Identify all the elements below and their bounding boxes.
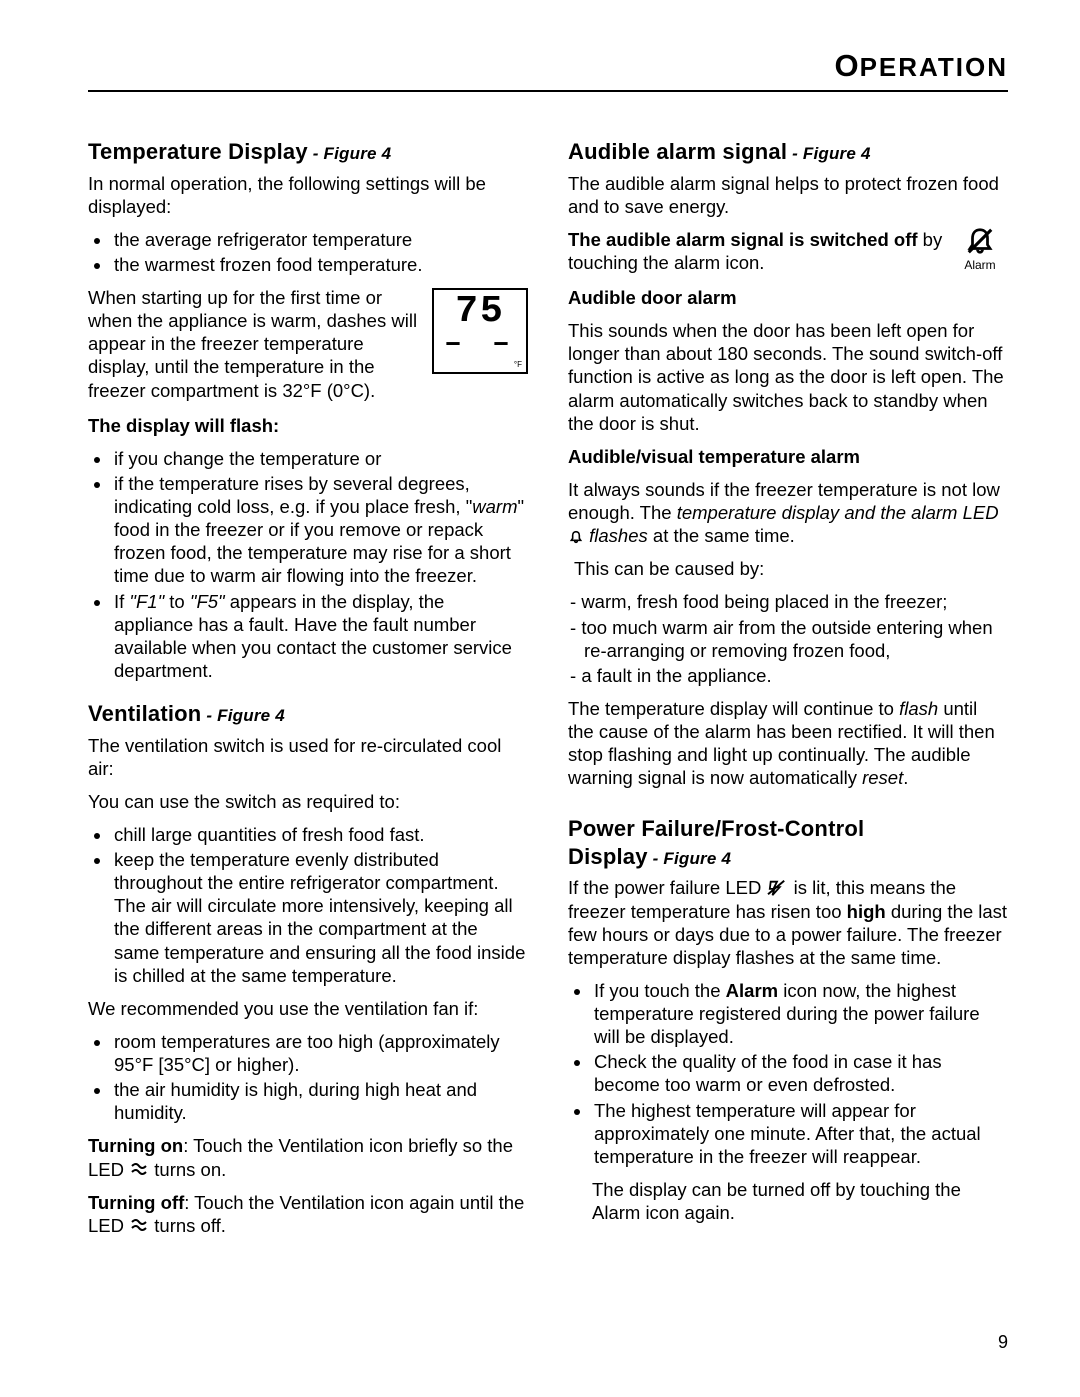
list-item: If you touch the Alarm icon now, the hig… <box>592 979 1008 1048</box>
list-item: keep the temperature evenly distributed … <box>112 848 528 987</box>
right-column: Audible alarm signal - Figure 4 The audi… <box>568 120 1008 1247</box>
temp-bullets-1: the average refrigerator temperature the… <box>88 228 528 276</box>
temp-alarm-text: It always sounds if the freezer temperat… <box>568 478 1008 547</box>
list-item: warm, fresh food being placed in the fre… <box>582 590 1008 613</box>
list-item: a fault in the appliance. <box>582 664 1008 687</box>
list-item: room temperatures are too high (approxim… <box>112 1030 528 1076</box>
header-big: O <box>834 48 859 83</box>
temp-intro: In normal operation, the following setti… <box>88 172 528 218</box>
header-rest: PERATION <box>860 52 1008 82</box>
bell-icon <box>568 525 584 546</box>
temp-alarm-heading: Audible/visual temperature alarm <box>568 445 1008 468</box>
power-tail: The display can be turned off by touchin… <box>592 1178 1008 1224</box>
list-item: chill large quantities of fresh food fas… <box>112 823 528 846</box>
heading-alarm: Audible alarm signal - Figure 4 <box>568 138 1008 166</box>
page-number: 9 <box>998 1332 1008 1353</box>
cause-intro: This can be caused by: <box>574 557 1008 580</box>
power-bullets: If you touch the Alarm icon now, the hig… <box>568 979 1008 1168</box>
list-item: the warmest frozen food temperature. <box>112 253 528 276</box>
heading-temp-display: Temperature Display - Figure 4 <box>88 138 528 166</box>
door-alarm-heading: Audible door alarm <box>568 286 1008 309</box>
fan-icon <box>129 1215 149 1236</box>
vent-bullets-2: room temperatures are too high (approxim… <box>88 1030 528 1125</box>
two-column-layout: Temperature Display - Figure 4 In normal… <box>88 120 1008 1247</box>
flash-bullets: if you change the temperature or if the … <box>88 447 528 682</box>
fan-icon <box>129 1159 149 1180</box>
vent-turn-on: Turning on: Touch the Ventilation icon b… <box>88 1134 528 1180</box>
power-p1: If the power failure LED is lit, this me… <box>568 876 1008 969</box>
list-item: the air humidity is high, during high he… <box>112 1078 528 1124</box>
left-column: Temperature Display - Figure 4 In normal… <box>88 120 528 1247</box>
lcd-bottom: – – <box>434 332 526 356</box>
alarm-bell-icon: Alarm <box>952 226 1008 273</box>
alarm-off: The audible alarm signal is switched off… <box>568 228 1008 274</box>
list-item: if the temperature rises by several degr… <box>112 472 528 588</box>
lcd-unit: °F <box>514 360 522 370</box>
heading-ventilation: Ventilation - Figure 4 <box>88 700 528 728</box>
list-item: if you change the temperature or <box>112 447 528 470</box>
vent-turn-off: Turning off: Touch the Ventilation icon … <box>88 1191 528 1237</box>
list-item: the average refrigerator temperature <box>112 228 528 251</box>
page-header: OPERATION <box>88 48 1008 92</box>
heading-power-failure: Power Failure/Frost-Control Display - Fi… <box>568 815 1008 870</box>
door-alarm-text: This sounds when the door has been left … <box>568 319 1008 435</box>
list-item: too much warm air from the outside enter… <box>582 616 1008 662</box>
vent-p2: You can use the switch as required to: <box>88 790 528 813</box>
list-item: If "F1" to "F5" appears in the display, … <box>112 590 528 683</box>
alarm-reset: The temperature display will continue to… <box>568 697 1008 790</box>
vent-p3: We recommended you use the ventilation f… <box>88 997 528 1020</box>
flash-heading: The display will flash: <box>88 414 528 437</box>
list-item: Check the quality of the food in case it… <box>592 1050 1008 1096</box>
power-failure-icon <box>766 877 788 898</box>
lcd-display-icon: 75 – – °F <box>432 288 528 374</box>
alarm-p1: The audible alarm signal helps to protec… <box>568 172 1008 218</box>
cause-bullets: warm, fresh food being placed in the fre… <box>568 590 1008 687</box>
vent-p1: The ventilation switch is used for re-ci… <box>88 734 528 780</box>
vent-bullets-1: chill large quantities of fresh food fas… <box>88 823 528 987</box>
list-item: The highest temperature will appear for … <box>592 1099 1008 1168</box>
alarm-label: Alarm <box>952 258 1008 273</box>
